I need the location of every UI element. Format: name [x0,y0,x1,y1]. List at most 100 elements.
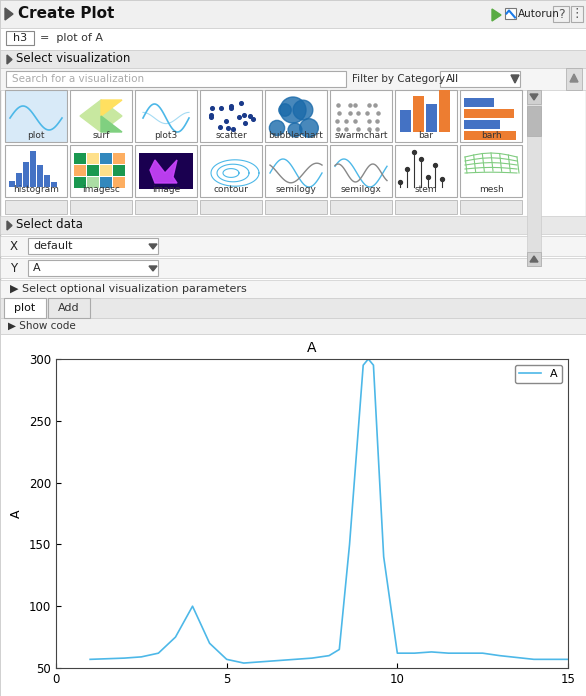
Text: Select data: Select data [16,219,83,232]
Bar [139,153,193,189]
Point [346,100,355,111]
Text: mesh: mesh [479,186,503,194]
Bar [566,68,582,90]
Bar [460,200,522,214]
Bar [426,104,437,132]
Bar [23,162,29,187]
Point [237,97,246,109]
Bar [400,110,411,132]
Point [373,123,382,134]
Bar [37,165,43,187]
Text: =  plot of A: = plot of A [40,33,103,43]
Point [353,107,362,118]
Point [364,116,374,127]
Point [226,103,236,114]
Bar [330,200,392,214]
Point [298,104,308,116]
Point [245,110,254,121]
Bar [28,238,158,254]
Text: Create Plot: Create Plot [18,6,114,22]
Text: semilogx: semilogx [340,186,381,194]
Bar [0,216,586,234]
Point [304,122,314,134]
Bar [5,200,67,214]
Point [409,146,418,157]
Polygon shape [101,116,122,132]
Point [370,100,380,111]
Bar [135,145,197,197]
Point [216,122,225,133]
Bar [460,90,522,142]
Bar [330,145,392,197]
Bar [0,236,586,256]
Bar [6,31,34,45]
Point [362,107,372,118]
Text: bubblechart: bubblechart [268,131,323,139]
Bar [527,90,541,266]
Point [350,116,360,127]
Polygon shape [5,8,13,20]
Bar [4,298,46,318]
Bar [113,153,125,164]
Bar [44,175,50,187]
Text: surf: surf [93,131,110,139]
Bar [505,8,516,19]
Bar [0,298,586,318]
Text: stem: stem [415,186,437,194]
Text: plot: plot [15,303,36,313]
Text: plot3: plot3 [154,131,178,139]
Point [346,107,355,118]
Bar [74,165,86,176]
Bar [571,6,583,22]
Text: ?: ? [558,8,564,20]
Polygon shape [7,221,12,230]
Text: contour: contour [213,186,248,194]
Text: All: All [446,74,459,84]
Bar [135,200,197,214]
Bar [464,131,516,140]
Polygon shape [150,160,177,183]
Text: ⋮: ⋮ [571,8,583,20]
Text: h3: h3 [13,33,27,43]
Bar [0,334,586,696]
Bar [74,153,86,164]
Text: Y: Y [10,262,17,274]
Point [416,153,425,164]
Bar [265,145,327,197]
Point [217,102,226,113]
Bar [0,68,586,90]
Point [341,116,350,127]
Bar [0,0,586,28]
Bar [464,98,494,107]
Point [350,100,360,111]
Point [248,113,258,125]
Point [403,164,412,175]
Text: barh: barh [481,131,501,139]
Bar [200,145,262,197]
Point [288,104,298,116]
Point [333,100,343,111]
Bar [464,109,514,118]
Text: imagesc: imagesc [82,186,120,194]
Bar [135,90,197,142]
Point [290,125,299,136]
Polygon shape [511,75,519,83]
Bar [330,90,392,142]
Point [374,107,383,118]
Bar [0,318,586,334]
Polygon shape [492,9,501,21]
Bar [5,90,67,142]
Point [280,104,289,116]
Bar [265,200,327,214]
Point [342,123,351,134]
Bar [0,50,586,68]
Bar [395,200,457,214]
Bar [6,71,346,87]
Point [221,115,230,126]
Bar [87,153,99,164]
Text: swarmchart: swarmchart [334,131,388,139]
Bar [113,177,125,188]
Point [333,123,343,134]
Bar [28,260,158,276]
Text: scatter: scatter [215,131,247,139]
